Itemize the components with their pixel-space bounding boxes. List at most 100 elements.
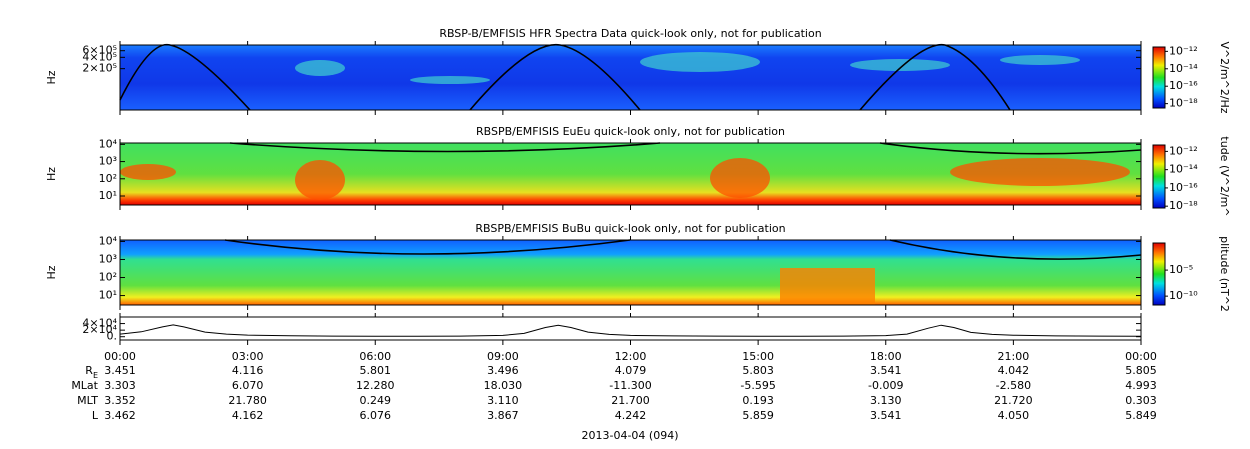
ephemeris-value: 5.859 (742, 409, 774, 422)
ephemeris-value: 3.352 (104, 394, 136, 407)
ephemeris-value: 3.867 (487, 409, 519, 422)
ephemeris-value: 3.462 (104, 409, 136, 422)
colorbar-tick-label: 10⁻¹² (1169, 144, 1198, 157)
colorbar-label: V^2/m^2/Hz (1218, 41, 1231, 113)
y-axis-label: Hz (45, 265, 58, 279)
x-tick-label: 00:00 (104, 350, 136, 363)
spectrogram-images (119, 43, 1142, 305)
spectrogram-patch (780, 268, 875, 305)
ephemeris-row-label: MLat (71, 379, 98, 392)
ephemeris-value: -11.300 (609, 379, 651, 392)
spectrogram-patches (295, 52, 1080, 84)
colorbar-tick-label: 10⁻¹² (1169, 44, 1198, 57)
panel-title: RBSPB/EMFISIS BuBu quick-look only, not … (475, 222, 785, 235)
plot-frame (119, 44, 1142, 111)
x-tick-label: 12:00 (615, 350, 647, 363)
ephemeris-value: 5.849 (1125, 409, 1157, 422)
ephemeris-row-label-subscript: E (93, 371, 98, 380)
ephemeris-value: -2.580 (996, 379, 1031, 392)
colorbar (1152, 144, 1166, 209)
ephemeris-value: 5.803 (742, 364, 774, 377)
ephemeris-value: -5.595 (740, 379, 775, 392)
x-tick-label: 15:00 (742, 350, 774, 363)
ephemeris-value: 4.116 (232, 364, 264, 377)
ephemeris-value: 3.303 (104, 379, 136, 392)
x-tick-label: 06:00 (359, 350, 391, 363)
colorbar-tick-label: 10⁻¹⁶ (1169, 181, 1198, 194)
ephemeris-value: 3.541 (870, 409, 902, 422)
ephemeris-value: 21.700 (611, 394, 650, 407)
ephemeris-value: 3.451 (104, 364, 136, 377)
colorbar-tick-label: 10⁻¹⁸ (1169, 97, 1198, 110)
x-tick-label: 21:00 (998, 350, 1030, 363)
ephemeris-row-label: L (92, 409, 99, 422)
ephemeris-row-label: RE (85, 364, 98, 380)
ephemeris-value: 6.070 (232, 379, 264, 392)
colorbar-tick-label: 10⁻¹⁴ (1169, 62, 1198, 75)
ephemeris-value: 21.780 (228, 394, 267, 407)
y-tick-label: 4×10⁵ (82, 50, 117, 63)
panel-title: RBSP-B/EMFISIS HFR Spectra Data quick-lo… (439, 27, 821, 40)
ephemeris-value: 3.541 (870, 364, 902, 377)
ephemeris-row-label-text: R (85, 364, 93, 377)
ephemeris-row-label-text: MLT (77, 394, 98, 407)
y-tick-label: 2×10⁴ (82, 323, 117, 336)
ephemeris-value: 18.030 (484, 379, 523, 392)
plot-frame (119, 142, 1142, 206)
colorbar (1152, 242, 1166, 306)
y-tick-label: 10³ (99, 155, 117, 168)
colorbar-tick-label: 10⁻¹⁰ (1169, 289, 1198, 302)
ephemeris-value: 4.993 (1125, 379, 1157, 392)
y-axis-label: Hz (45, 167, 58, 181)
x-tick-label: 03:00 (232, 350, 264, 363)
y-tick-label: 10² (99, 172, 117, 185)
ephemeris-value: 21.720 (994, 394, 1033, 407)
ephemeris-row-label-text: MLat (71, 379, 98, 392)
panel-title: RBSPB/EMFISIS EuEu quick-look only, not … (476, 125, 785, 138)
ephemeris-value: 4.162 (232, 409, 264, 422)
x-tick-label: 18:00 (870, 350, 902, 363)
y-tick-label: 10¹ (99, 189, 117, 202)
y-tick-label: 6×10⁵ (82, 44, 117, 57)
ephemeris-value: 12.280 (356, 379, 395, 392)
ephemeris-value: 5.805 (1125, 364, 1157, 377)
spectrogram-image (120, 45, 1141, 110)
ephemeris-value: 0.303 (1125, 394, 1157, 407)
y-tick-label: 0. (107, 330, 118, 343)
colorbar-tick-label: 10⁻¹⁴ (1169, 163, 1198, 176)
colorbar-tick-label: 10⁻¹⁶ (1169, 79, 1198, 92)
ephemeris-value: 4.242 (615, 409, 647, 422)
spectrogram-patches (120, 158, 1130, 200)
colorbar (1152, 46, 1166, 109)
colorbar-label: tude (V^2/m^ (1218, 136, 1231, 216)
ephemeris-row-label-text: L (92, 409, 99, 422)
ephemeris-value: 4.042 (998, 364, 1030, 377)
ephemeris-value: 4.050 (998, 409, 1030, 422)
ephemeris-value: 6.076 (360, 409, 392, 422)
plot-frame (119, 239, 1142, 306)
y-tick-label: 10⁴ (99, 234, 118, 247)
ephemeris-row-label: MLT (77, 394, 98, 407)
spectrogram-image (120, 240, 1141, 305)
ephemeris-value: 4.079 (615, 364, 647, 377)
colorbar-tick-label: 10⁻⁵ (1169, 263, 1193, 276)
ephemeris-value: 0.193 (742, 394, 774, 407)
y-tick-label: 10² (99, 271, 117, 284)
ephemeris-value: 3.130 (870, 394, 902, 407)
plot-frame (119, 316, 1142, 341)
data-line (119, 324, 1142, 337)
y-tick-label: 10¹ (99, 289, 117, 302)
ephemeris-value: 3.496 (487, 364, 519, 377)
ephemeris-value: 5.801 (360, 364, 392, 377)
y-tick-label: 4×10⁴ (82, 317, 117, 330)
x-axis-date: 2013-04-04 (094) (581, 429, 678, 442)
colorbar-tick-label: 10⁻¹⁸ (1169, 199, 1198, 212)
y-axis-label: Hz (45, 70, 58, 84)
y-tick-label: 10⁴ (99, 137, 118, 150)
y-tick-label: 2×10⁵ (82, 62, 117, 75)
colorbar-label: plitude (nT^2 (1218, 236, 1231, 312)
ephemeris-value: -0.009 (868, 379, 903, 392)
y-tick-label: 10³ (99, 252, 117, 265)
